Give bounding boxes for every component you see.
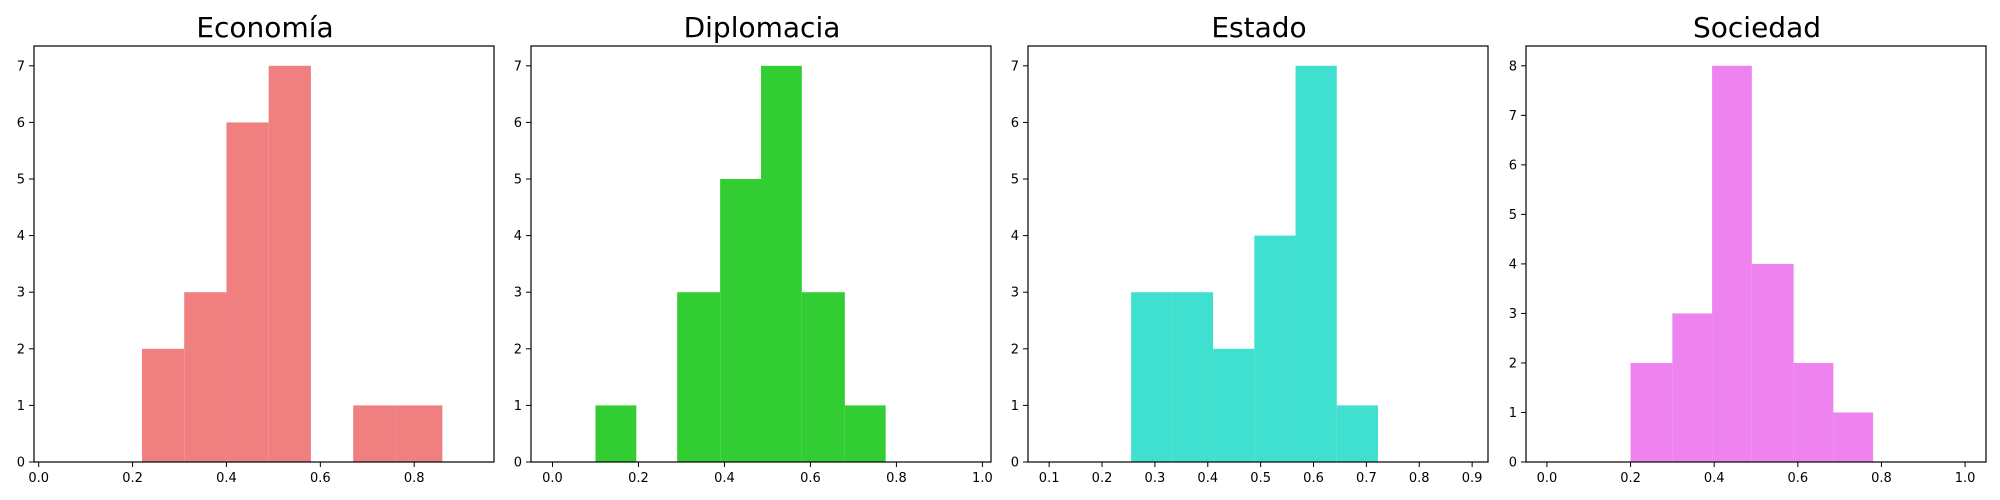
ytick-label-estado-1: 1 [1011,399,1019,414]
bar-sociedad-0 [1630,362,1673,462]
ytick-label-estado-2: 2 [1011,342,1019,357]
bar-diplomacia-0 [595,405,637,462]
bar-economia-3 [268,65,311,463]
ytick-label-sociedad-5: 5 [1509,208,1517,223]
ytick-label-sociedad-6: 6 [1509,158,1517,173]
ytick-label-sociedad-7: 7 [1509,109,1517,124]
xtick-label-sociedad-3: 0.6 [1787,471,1808,486]
ytick-label-economia-3: 3 [17,286,25,301]
xtick-label-sociedad-4: 0.8 [1871,471,1892,486]
xtick-label-diplomacia-4: 0.8 [886,471,907,486]
ytick-label-economia-0: 0 [17,456,25,471]
ytick-label-estado-7: 7 [1011,59,1019,74]
xtick-label-estado-2: 0.3 [1145,471,1166,486]
bar-economia-0 [141,348,185,462]
panel-title-estado: Estado [1211,11,1306,44]
ytick-label-sociedad-1: 1 [1509,406,1517,421]
ytick-label-diplomacia-3: 3 [514,286,522,301]
xtick-label-estado-7: 0.8 [1409,471,1430,486]
bar-sociedad-3 [1751,263,1794,462]
ytick-label-diplomacia-0: 0 [514,456,522,471]
panel-sociedad: Sociedad 0.0 0.2 0.4 0.6 0.8 1.0 0 1 2 3 4 5 6 7 8 [1509,11,1987,486]
bar-diplomacia-4 [761,65,802,463]
bar-estado-1 [1172,292,1214,462]
ytick-label-estado-6: 6 [1011,116,1019,131]
bar-diplomacia-3 [720,179,761,462]
bar-diplomacia-6 [844,405,886,462]
xtick-label-economia-4: 0.8 [404,471,425,486]
ytick-label-sociedad-2: 2 [1509,356,1517,371]
panel-title-economia: Economía [196,11,333,44]
bar-estado-0 [1131,292,1173,462]
ytick-label-economia-2: 2 [17,342,25,357]
ytick-label-estado-3: 3 [1011,286,1019,301]
axes-frame-economia [33,45,495,463]
xtick-label-diplomacia-0: 0.0 [542,471,563,486]
bar-diplomacia-5 [801,292,845,462]
bar-economia-6 [395,405,443,462]
ytick-label-estado-5: 5 [1011,173,1019,188]
ytick-label-economia-1: 1 [17,399,25,414]
xtick-label-diplomacia-3: 0.6 [800,471,821,486]
ytick-label-sociedad-3: 3 [1509,307,1517,322]
xtick-label-sociedad-2: 0.4 [1704,471,1725,486]
xtick-label-estado-5: 0.6 [1303,471,1324,486]
xtick-label-estado-4: 0.5 [1250,471,1271,486]
ytick-label-diplomacia-2: 2 [514,342,522,357]
ytick-label-diplomacia-6: 6 [514,116,522,131]
ytick-label-economia-4: 4 [17,229,25,244]
xtick-label-estado-3: 0.4 [1197,471,1218,486]
bar-economia-2 [226,122,269,462]
xtick-label-diplomacia-1: 0.2 [628,471,649,486]
xtick-label-economia-3: 0.6 [310,471,331,486]
bar-estado-2 [1213,348,1255,462]
xtick-label-economia-1: 0.2 [122,471,143,486]
xtick-label-estado-8: 0.9 [1462,471,1483,486]
xtick-label-economia-0: 0.0 [28,471,49,486]
xtick-label-sociedad-1: 0.2 [1620,471,1641,486]
axes-frame-diplomacia [530,45,992,463]
xtick-label-estado-6: 0.7 [1356,471,1377,486]
bar-economia-5 [353,405,396,462]
xtick-label-diplomacia-5: 1.0 [972,471,993,486]
ytick-label-diplomacia-7: 7 [514,59,522,74]
xtick-label-diplomacia-2: 0.4 [714,471,735,486]
panel-title-diplomacia: Diplomacia [684,11,841,44]
ytick-label-sociedad-4: 4 [1509,257,1517,272]
xtick-label-estado-1: 0.2 [1092,471,1113,486]
ytick-label-diplomacia-5: 5 [514,173,522,188]
panel-title-sociedad: Sociedad [1693,11,1821,44]
ytick-label-estado-0: 0 [1011,456,1019,471]
xtick-label-estado-0: 0.1 [1039,471,1060,486]
bar-diplomacia-2 [677,292,721,462]
bar-sociedad-2 [1712,65,1752,463]
panel-estado: Estado 0.1 0.2 0.3 0.4 0.5 0.6 0.7 0.8 0.9 0 1 2 3 4 5… [1011,11,1489,486]
xtick-label-sociedad-0: 0.0 [1537,471,1558,486]
panel-economia: Economía 0.0 0.2 0.4 0.6 0.8 0 1 2 3 4 5 6 7 [17,11,495,486]
xtick-label-economia-2: 0.4 [216,471,237,486]
ytick-label-economia-5: 5 [17,173,25,188]
bar-sociedad-4 [1793,362,1834,462]
ytick-label-estado-4: 4 [1011,229,1019,244]
ytick-label-sociedad-0: 0 [1509,456,1517,471]
ytick-label-economia-6: 6 [17,116,25,131]
ytick-label-sociedad-8: 8 [1509,59,1517,74]
bar-estado-4 [1295,65,1337,463]
bar-sociedad-1 [1672,313,1713,462]
ytick-label-diplomacia-1: 1 [514,399,522,414]
panel-diplomacia: Diplomacia 0.0 0.2 0.4 0.6 0.8 1.0 0 1 2 3 4 5 6 7 [514,11,993,486]
xtick-label-sociedad-5: 1.0 [1955,471,1976,486]
axes-frame-estado [1027,45,1489,463]
bar-economia-1 [184,292,227,462]
ytick-label-diplomacia-4: 4 [514,229,522,244]
bar-estado-3 [1254,235,1296,462]
axes-frame-sociedad [1525,45,1987,463]
bar-sociedad-5 [1833,412,1874,462]
ytick-label-economia-7: 7 [17,59,25,74]
bar-estado-5 [1336,405,1379,462]
